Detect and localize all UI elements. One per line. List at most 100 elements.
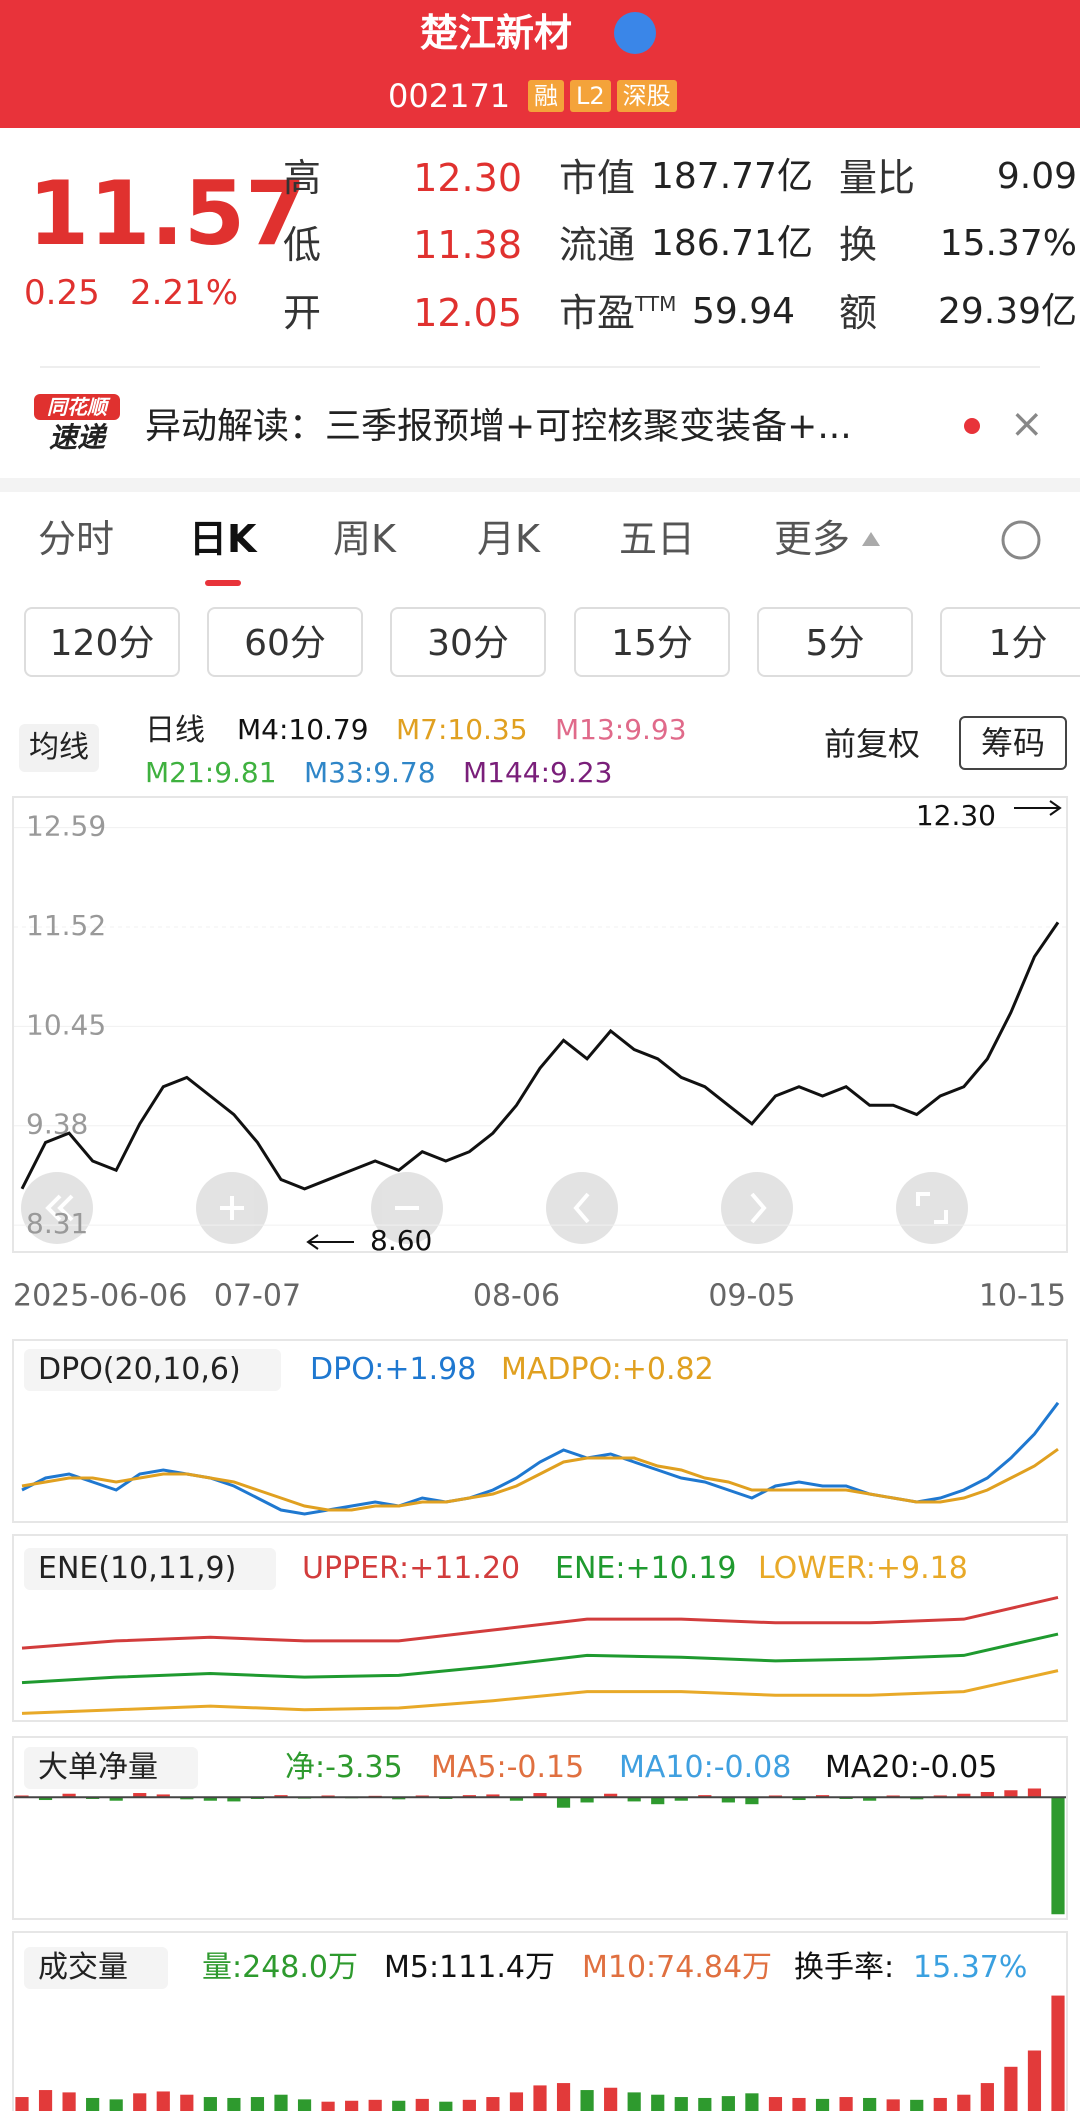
tags: 融 L2 深股 — [528, 80, 677, 112]
bar — [674, 2097, 688, 2111]
bar — [651, 1797, 665, 1805]
stat-label: 流通 — [559, 223, 636, 267]
nav-button[interactable] — [721, 1172, 793, 1244]
icon — [220, 1196, 244, 1220]
tab[interactable]: 更多 — [774, 517, 851, 561]
bar — [321, 2101, 335, 2111]
verified-badge — [614, 12, 656, 54]
period-button[interactable]: 30分 — [390, 607, 546, 677]
bar — [839, 2097, 853, 2111]
line-label: 日线 — [145, 713, 205, 748]
bar — [486, 2097, 500, 2111]
tab[interactable]: 五日 — [619, 517, 696, 561]
period-button[interactable]: 5分 — [757, 607, 913, 677]
bar — [1027, 1788, 1042, 1798]
settings[interactable] — [1001, 520, 1041, 560]
x-tick-label: 10-15 — [979, 1279, 1066, 1314]
fq[interactable]: 前复权 — [824, 725, 921, 763]
title: 楚江新材 — [420, 11, 573, 55]
nav-icons — [45, 1192, 948, 1224]
panel-title[interactable]: ENE(10,11,9) — [24, 1548, 277, 1590]
series-line — [21, 1447, 1059, 1512]
bar — [604, 1793, 618, 1798]
bar — [651, 2094, 665, 2111]
bar — [274, 1795, 288, 1798]
panel-label: MA5:-0.15 — [431, 1750, 585, 1785]
ma-label: M21:9.81 — [145, 756, 277, 789]
tab[interactable]: 分时 — [38, 517, 115, 561]
bar — [721, 2096, 735, 2111]
bar — [627, 1797, 641, 1802]
bar — [1004, 1790, 1018, 1798]
stat-label: 市值 — [559, 156, 636, 200]
bar — [745, 1797, 759, 1805]
panel-label: 净:-3.35 — [285, 1750, 403, 1785]
x-tick-label: 07-07 — [214, 1279, 301, 1314]
bar — [109, 1797, 123, 1801]
tab[interactable]: 月K — [477, 517, 540, 561]
y-tick-label: 10.45 — [26, 1008, 106, 1041]
ma-label: M7:10.35 — [396, 713, 528, 746]
bar — [109, 2099, 123, 2111]
bar — [156, 1794, 170, 1798]
high-arrow — [1014, 800, 1062, 816]
news-text[interactable]: 异动解读：三季报预增+可控核聚变装备+... — [145, 406, 852, 447]
nav-button[interactable] — [546, 1172, 618, 1244]
bar — [768, 2097, 783, 2111]
panel-title[interactable]: 大单净量 — [24, 1747, 198, 1789]
panel-label: LOWER:+9.18 — [758, 1551, 968, 1586]
nav-button[interactable] — [371, 1172, 443, 1244]
bar — [721, 1797, 735, 1803]
bar — [203, 2097, 217, 2111]
panel-title[interactable]: DPO(20,10,6) — [24, 1349, 281, 1391]
bar — [533, 1793, 547, 1798]
bar — [297, 1797, 312, 1799]
bar — [439, 2101, 453, 2111]
price: 11.57 — [28, 162, 307, 265]
bar — [415, 1795, 429, 1798]
bar — [274, 2094, 288, 2111]
bar — [556, 1797, 571, 1808]
bar — [368, 1795, 382, 1798]
ma-label: M144:9.23 — [463, 756, 613, 789]
chip-button[interactable]: 筹码 — [959, 716, 1067, 770]
change: 0.25 — [24, 273, 100, 313]
bar — [345, 1797, 359, 1799]
bar — [815, 2098, 830, 2111]
period-button[interactable]: 60分 — [207, 607, 363, 677]
period-button[interactable]: 120分 — [24, 607, 180, 677]
close[interactable]: × — [1010, 401, 1044, 447]
period-button[interactable]: 1分 — [940, 607, 1080, 677]
nav-button[interactable] — [896, 1172, 968, 1244]
nav-button[interactable] — [196, 1172, 268, 1244]
panel-title[interactable]: 成交量 — [24, 1947, 168, 1989]
tab-underline — [205, 580, 241, 586]
stat-label: 市盈 — [559, 291, 636, 335]
y-tick-label: 11.52 — [26, 909, 106, 942]
tab[interactable]: 日K — [189, 517, 257, 561]
panel-label: DPO:+1.98 — [310, 1352, 477, 1387]
tab[interactable]: 周K — [333, 517, 396, 561]
stat-value: 11.38 — [413, 223, 522, 267]
logo-top: 同花顺 — [34, 394, 120, 420]
nav-button[interactable] — [21, 1172, 93, 1244]
bar — [768, 1795, 783, 1798]
ma-menu[interactable]: 均线 — [19, 724, 99, 772]
bar — [910, 1797, 924, 1800]
period-button[interactable]: 15分 — [574, 607, 730, 677]
stat-value: 186.71亿 — [651, 223, 813, 264]
stat-value: 29.39亿 — [937, 291, 1077, 332]
bar — [321, 1795, 335, 1798]
bar — [698, 2097, 712, 2111]
bar — [345, 2100, 359, 2111]
series-line — [21, 1401, 1060, 1516]
bar — [1004, 2066, 1018, 2111]
tag: 深股 — [616, 80, 677, 112]
series-line — [20, 921, 1060, 1191]
stat-value: 12.05 — [413, 291, 522, 335]
icon — [916, 1192, 948, 1224]
x-tick-label: 2025-06-06 — [13, 1279, 187, 1314]
bar — [38, 1797, 53, 1801]
tag: L2 — [570, 80, 611, 112]
